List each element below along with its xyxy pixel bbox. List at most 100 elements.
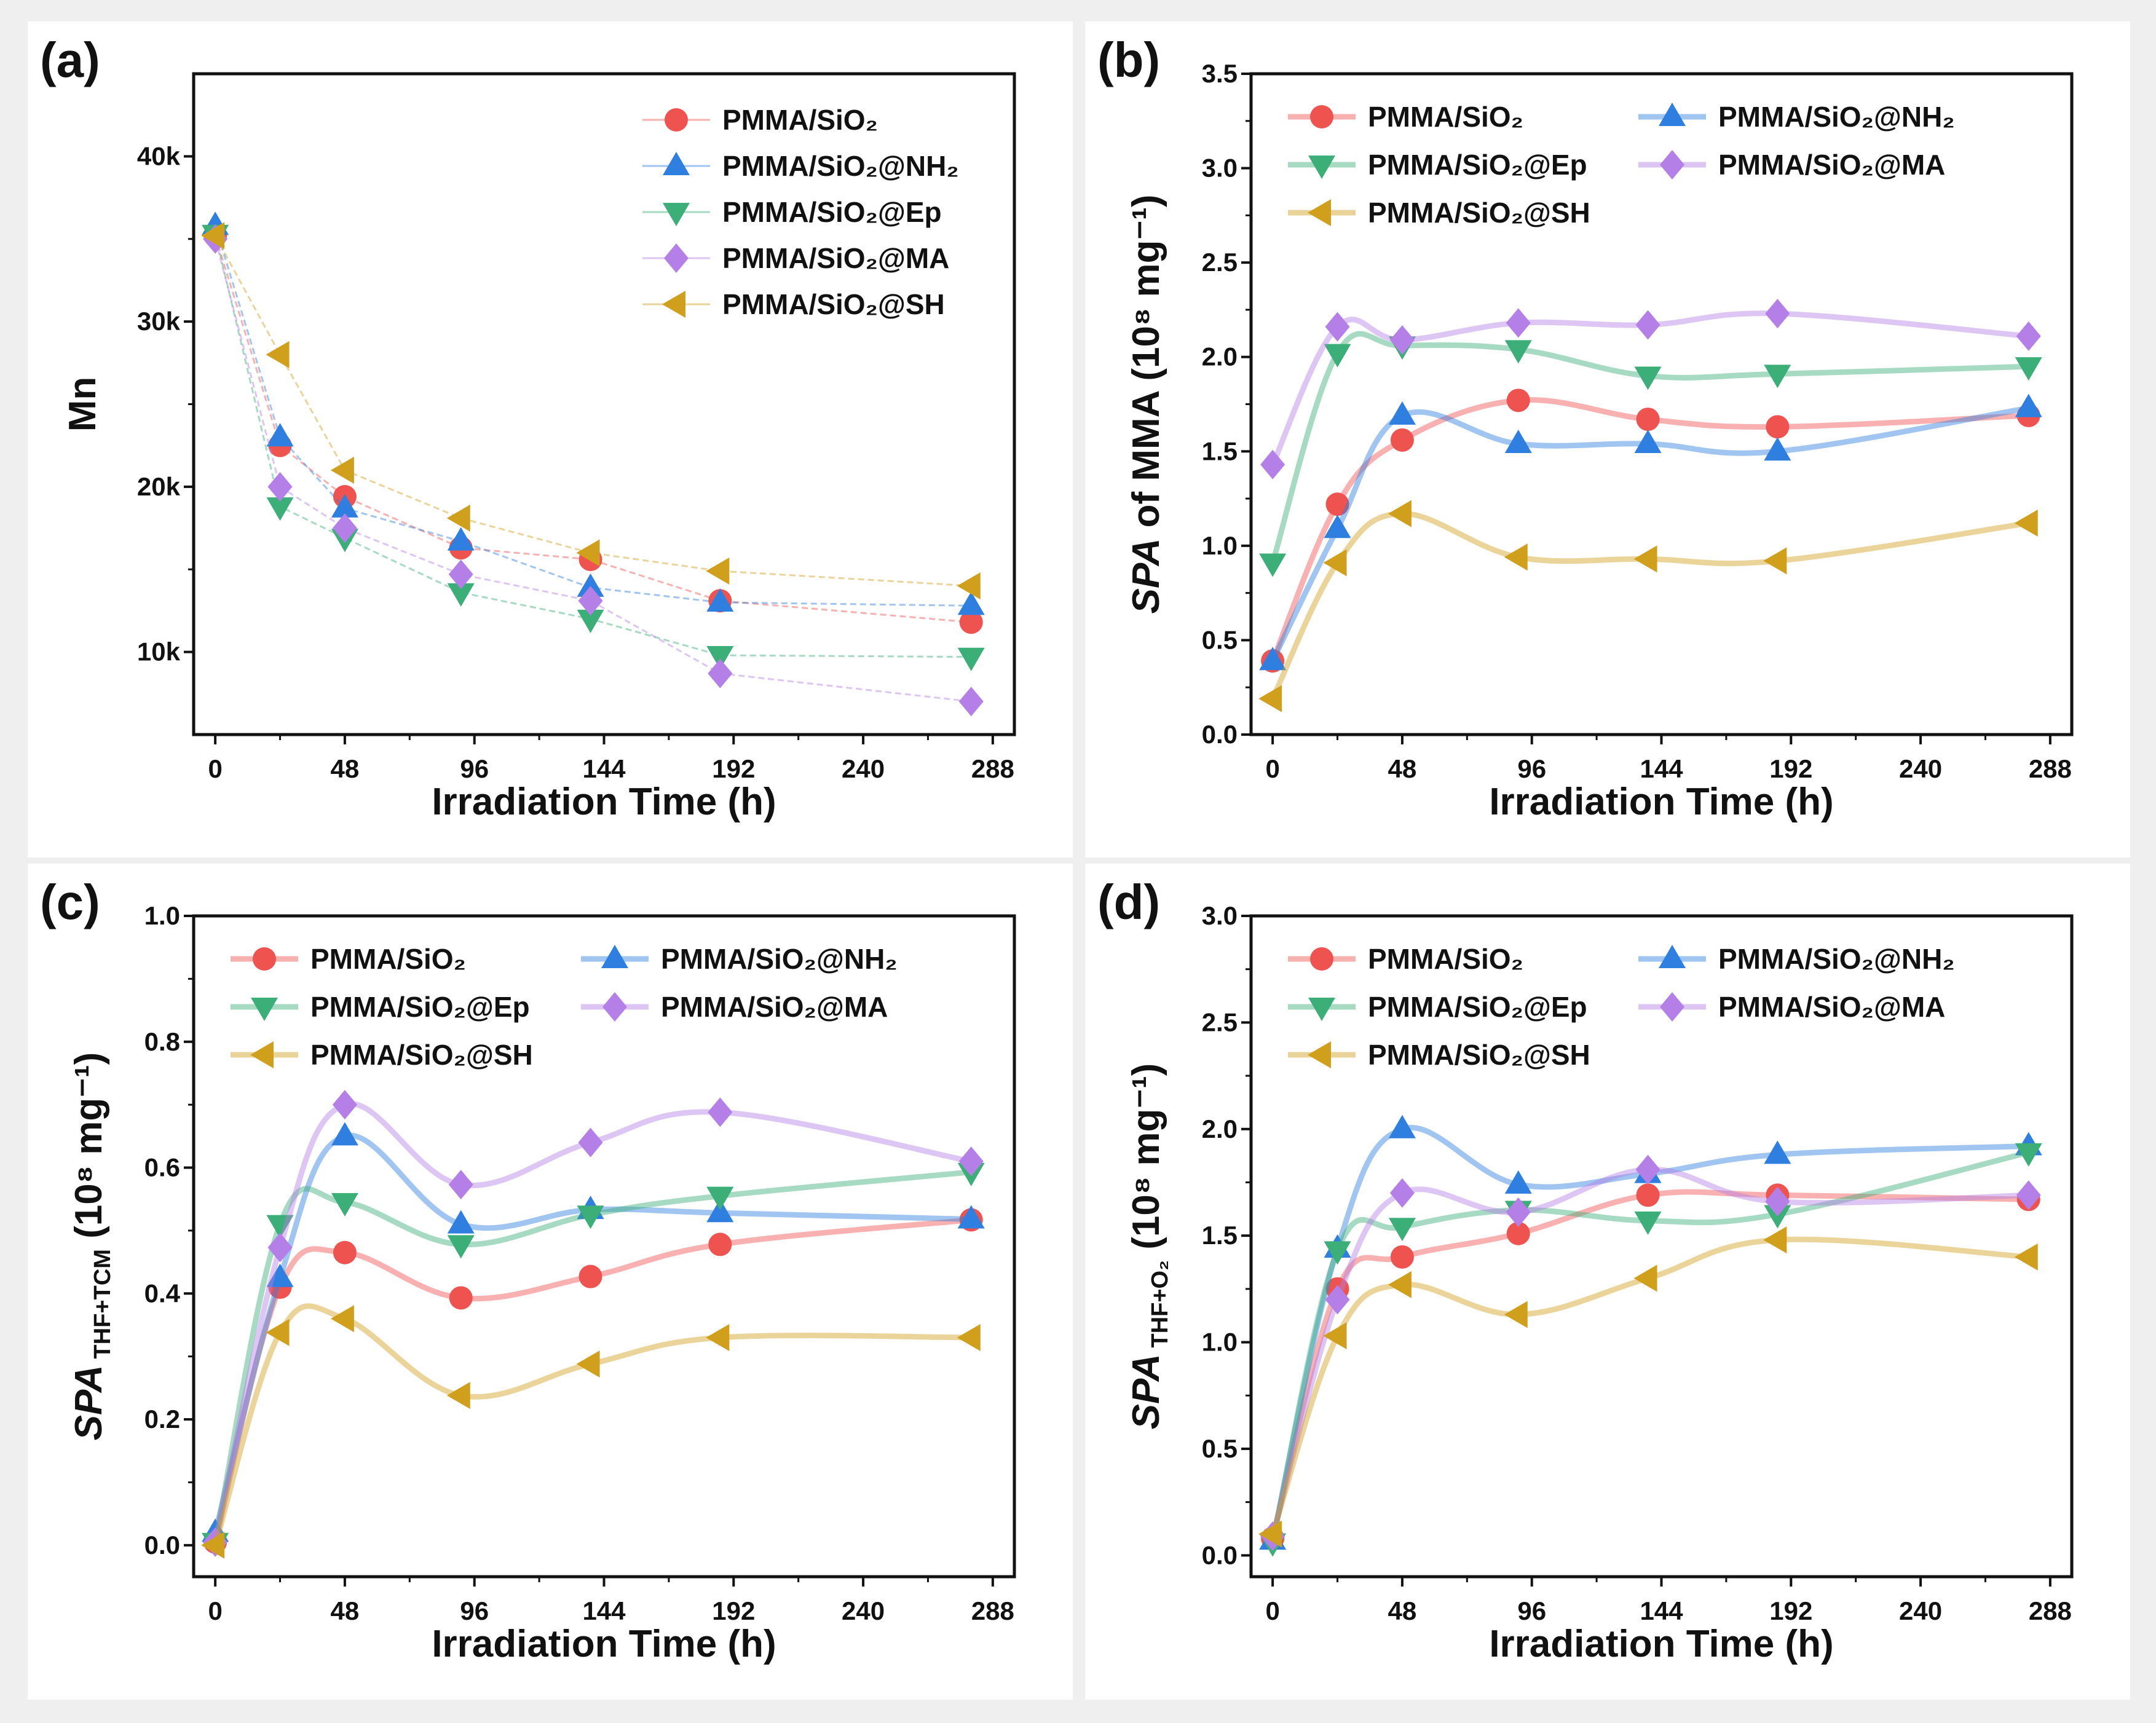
x-tick-label: 48: [1388, 1596, 1417, 1625]
y-tick-label: 2.0: [1202, 342, 1238, 371]
legend-label: PMMA/SiO₂@MA: [661, 991, 888, 1023]
y-tick-label: 10k: [137, 637, 181, 666]
data-point: [1388, 1114, 1416, 1138]
legend-marker: [1308, 199, 1331, 226]
legend-label: PMMA/SiO₂: [722, 104, 878, 136]
data-point: [1323, 549, 1347, 577]
data-point: [1634, 366, 1662, 390]
y-tick-label: 0.5: [1202, 1434, 1238, 1463]
data-point: [267, 471, 293, 502]
x-tick-label: 288: [971, 1596, 1014, 1625]
data-point: [1324, 344, 1351, 368]
y-tick-label: 1.0: [144, 901, 180, 930]
data-point: [1634, 430, 1662, 453]
legend-marker: [253, 947, 276, 971]
panel-label: (d): [1097, 875, 1160, 929]
legend-marker: [665, 108, 688, 132]
data-point: [1504, 340, 1532, 364]
chart-svg: (c) 0 48 96 144 192 240 288 0.0 0.2 0.4 0.6 0.8 1.0 Ir…: [40, 875, 1016, 1665]
chart-svg: (b) 0 48 96 144 192 240 288 0.0 0.5 1.0 1.5 2.0 2.5 3.…: [1097, 33, 2074, 823]
data-point: [1766, 415, 1790, 439]
x-axis-title: Irradiation Time (h): [1489, 781, 1833, 823]
data-point: [331, 1193, 358, 1216]
x-tick-label: 240: [842, 1596, 885, 1625]
legend-label: PMMA/SiO₂@NH₂: [1718, 943, 1955, 975]
series-5: [201, 222, 981, 600]
data-point: [1390, 1245, 1414, 1269]
plot-frame: [1249, 914, 2074, 1579]
legend-label: PMMA/SiO₂@NH₂: [661, 943, 898, 975]
x-tick-label: 0: [1265, 754, 1279, 783]
series-5: [201, 1303, 981, 1559]
data-point: [1259, 647, 1287, 671]
data-point: [1504, 430, 1532, 453]
x-tick-label: 288: [2029, 754, 2072, 783]
y-tick-label: 3.0: [1202, 154, 1238, 183]
series-1: [1261, 1183, 2040, 1550]
data-point: [1506, 1197, 1531, 1228]
series-4: [203, 1090, 984, 1557]
data-point: [1388, 500, 1412, 527]
x-axis-title: Irradiation Time (h): [432, 1623, 776, 1665]
data-point: [1504, 1170, 1532, 1194]
series-line: [1270, 1149, 2029, 1544]
legend-marker: [1308, 998, 1335, 1021]
x-tick-label: 192: [1769, 1596, 1812, 1625]
legend-marker: [601, 945, 628, 968]
y-axis-title-main: (10⁸ mg⁻¹): [68, 1052, 110, 1249]
data-point: [1633, 545, 1657, 573]
y-axis-title: Mn: [61, 377, 104, 432]
data-point: [1635, 310, 1660, 340]
x-tick-label: 192: [712, 754, 755, 783]
series-4: [1260, 299, 2041, 479]
legend-label: PMMA/SiO₂@Ep: [1368, 991, 1587, 1023]
data-point: [1634, 1211, 1662, 1235]
legend-marker: [662, 291, 685, 318]
data-point: [201, 1531, 225, 1559]
x-tick-label: 192: [712, 1596, 755, 1625]
data-point: [578, 1127, 603, 1157]
data-point: [577, 573, 604, 597]
data-point: [1259, 553, 1287, 577]
legend-label: PMMA/SiO₂@SH: [310, 1039, 533, 1071]
legend-label: PMMA/SiO₂@NH₂: [1718, 101, 1955, 133]
legend-label: PMMA/SiO₂@MA: [1718, 991, 1945, 1023]
data-point: [448, 1170, 473, 1200]
data-point: [1636, 1183, 1660, 1207]
legend: PMMA/SiO₂ PMMA/SiO₂@NH₂ PMMA/SiO₂@Ep PMMA/S…: [1288, 101, 1955, 229]
panel-label: (a): [40, 33, 100, 87]
y-axis-title-subscript: THF+O₂: [1147, 1260, 1173, 1348]
data-point: [1765, 1186, 1790, 1216]
data-point: [1389, 325, 1415, 355]
y-axis-title: SPA of MMA (10⁸ mg⁻¹): [1125, 194, 1167, 613]
legend-label: PMMA/SiO₂@SH: [1368, 1039, 1590, 1071]
data-point: [576, 1350, 600, 1378]
legend: PMMA/SiO₂ PMMA/SiO₂@NH₂ PMMA/SiO₂@Ep PMMA/S…: [231, 943, 898, 1071]
data-point: [959, 610, 983, 634]
data-point: [332, 1090, 357, 1120]
data-point: [708, 658, 733, 688]
legend-label: PMMA/SiO₂@SH: [1368, 197, 1590, 229]
data-point: [333, 1240, 357, 1264]
legend: PMMA/SiO₂ PMMA/SiO₂@NH₂ PMMA/SiO₂@Ep PMMA/S…: [642, 104, 959, 320]
panel-a-mn-chart: (a) 0 48 96 144 192 240 288 10k 20k 30k 40k Irradiat…: [28, 22, 1073, 858]
y-axis-title-main: of MMA (10⁸ mg⁻¹): [1125, 194, 1167, 538]
data-point: [2016, 321, 2041, 351]
data-point: [577, 609, 604, 633]
x-tick-label: 96: [460, 1596, 489, 1625]
data-point: [1764, 1205, 1791, 1229]
data-point: [1764, 1140, 1791, 1164]
y-tick-label: 1.0: [1202, 1328, 1238, 1357]
legend-marker: [1660, 992, 1684, 1022]
data-point: [957, 572, 981, 600]
data-point: [446, 1382, 470, 1410]
x-tick-label: 0: [208, 754, 222, 783]
data-point: [449, 1286, 473, 1310]
data-point: [447, 583, 475, 607]
data-point: [1260, 449, 1285, 479]
data-point: [446, 504, 470, 532]
data-point: [266, 1263, 294, 1287]
chart-svg: (a) 0 48 96 144 192 240 288 10k 20k 30k 40k Irradiat…: [40, 33, 1016, 823]
plot-frame: [1249, 72, 2074, 736]
data-point: [958, 1146, 984, 1177]
